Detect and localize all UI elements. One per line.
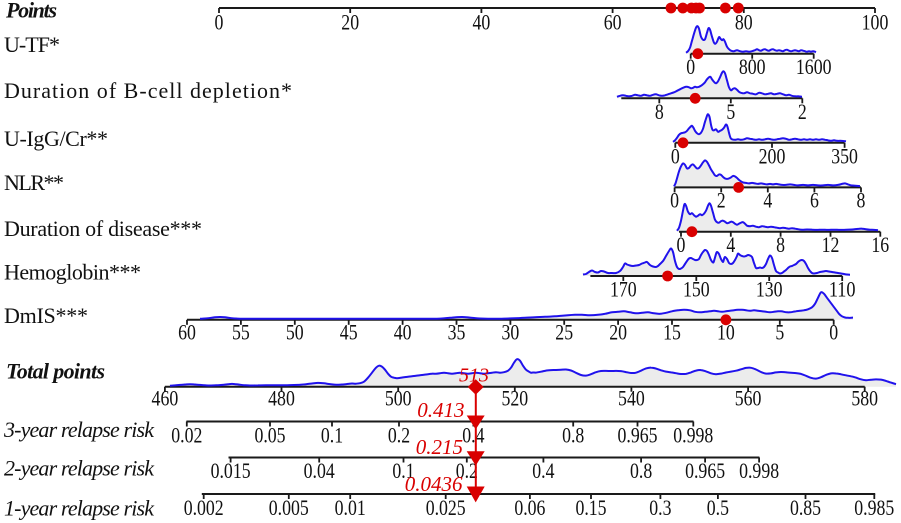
svg-text:35: 35 [448,320,466,345]
svg-text:4: 4 [726,232,735,257]
svg-text:40: 40 [394,320,412,345]
svg-text:130: 130 [756,276,783,301]
svg-text:580: 580 [851,386,878,411]
svg-text:8: 8 [655,99,664,124]
svg-text:520: 520 [501,386,528,411]
svg-text:500: 500 [385,386,412,411]
svg-text:0.4: 0.4 [462,423,484,448]
svg-text:8: 8 [776,232,785,257]
svg-text:0.965: 0.965 [685,458,725,483]
svg-text:U-IgG/Cr**: U-IgG/Cr** [4,126,108,151]
svg-text:800: 800 [739,54,766,79]
svg-text:3-year relapse risk: 3-year relapse risk [3,417,155,442]
svg-text:20: 20 [341,10,359,35]
svg-text:0: 0 [671,143,680,168]
svg-text:15: 15 [663,320,681,345]
svg-text:60: 60 [604,10,622,35]
svg-text:Duration of B-cell depletion*: Duration of B-cell depletion* [4,78,292,103]
svg-text:2-year relapse risk: 2-year relapse risk [4,456,155,481]
svg-text:4: 4 [763,188,772,213]
svg-text:100: 100 [862,10,889,35]
svg-text:0.15: 0.15 [575,495,606,520]
svg-text:5: 5 [726,99,735,124]
svg-text:0.5: 0.5 [707,495,729,520]
svg-text:0.998: 0.998 [739,458,779,483]
svg-text:0: 0 [686,54,695,79]
svg-text:NLR**: NLR** [4,170,64,195]
svg-text:0.05: 0.05 [254,423,285,448]
svg-text:Points: Points [5,0,57,23]
svg-text:0.3: 0.3 [649,495,671,520]
svg-text:0.998: 0.998 [673,423,713,448]
svg-text:0: 0 [670,188,679,213]
svg-text:0.04: 0.04 [304,458,335,483]
svg-text:0: 0 [215,10,224,35]
svg-text:200: 200 [759,143,786,168]
svg-text:110: 110 [829,276,856,301]
svg-text:45: 45 [340,320,358,345]
svg-text:1600: 1600 [796,54,832,79]
svg-text:0.215: 0.215 [416,435,463,459]
svg-text:2: 2 [717,188,726,213]
svg-text:0.025: 0.025 [426,495,466,520]
svg-text:480: 480 [268,386,295,411]
svg-text:40: 40 [473,10,491,35]
svg-text:0.85: 0.85 [790,495,821,520]
svg-text:0.015: 0.015 [211,458,251,483]
svg-text:513: 513 [459,365,489,387]
svg-text:Total points: Total points [6,359,105,384]
svg-text:60: 60 [178,320,196,345]
svg-text:0.005: 0.005 [269,495,309,520]
svg-text:0.002: 0.002 [184,495,224,520]
svg-text:25: 25 [555,320,573,345]
svg-text:5: 5 [775,320,784,345]
svg-text:1-year relapse risk: 1-year relapse risk [4,496,155,521]
svg-text:U-TF*: U-TF* [4,32,60,57]
svg-text:0.01: 0.01 [335,495,366,520]
svg-text:10: 10 [717,320,735,345]
svg-text:30: 30 [502,320,520,345]
svg-text:350: 350 [831,143,858,168]
svg-text:12: 12 [822,232,840,257]
svg-text:55: 55 [232,320,250,345]
svg-text:0.413: 0.413 [417,398,464,422]
svg-text:0.2: 0.2 [456,458,478,483]
svg-text:0.985: 0.985 [854,495,894,520]
svg-text:0.8: 0.8 [562,423,584,448]
svg-text:20: 20 [609,320,627,345]
svg-text:0.0436: 0.0436 [405,472,463,496]
svg-text:0.1: 0.1 [392,458,414,483]
svg-text:150: 150 [683,276,710,301]
svg-text:80: 80 [735,10,753,35]
svg-text:0.02: 0.02 [171,423,202,448]
svg-text:DmIS***: DmIS*** [4,303,88,328]
svg-text:0.2: 0.2 [388,423,410,448]
svg-text:460: 460 [152,386,179,411]
svg-text:0.8: 0.8 [630,458,652,483]
svg-text:6: 6 [810,188,819,213]
svg-text:0.1: 0.1 [321,423,343,448]
svg-text:0.06: 0.06 [514,495,545,520]
svg-text:8: 8 [857,188,866,213]
svg-text:0: 0 [829,320,838,345]
svg-text:0.4: 0.4 [532,458,554,483]
svg-text:16: 16 [871,232,889,257]
svg-text:560: 560 [735,386,762,411]
svg-text:Hemoglobin***: Hemoglobin*** [4,260,141,285]
svg-text:0.965: 0.965 [618,423,658,448]
svg-text:170: 170 [610,276,637,301]
svg-text:2: 2 [798,99,807,124]
svg-text:540: 540 [618,386,645,411]
svg-text:Duration of disease***: Duration of disease*** [4,216,202,241]
svg-text:0: 0 [677,232,686,257]
svg-text:50: 50 [286,320,304,345]
